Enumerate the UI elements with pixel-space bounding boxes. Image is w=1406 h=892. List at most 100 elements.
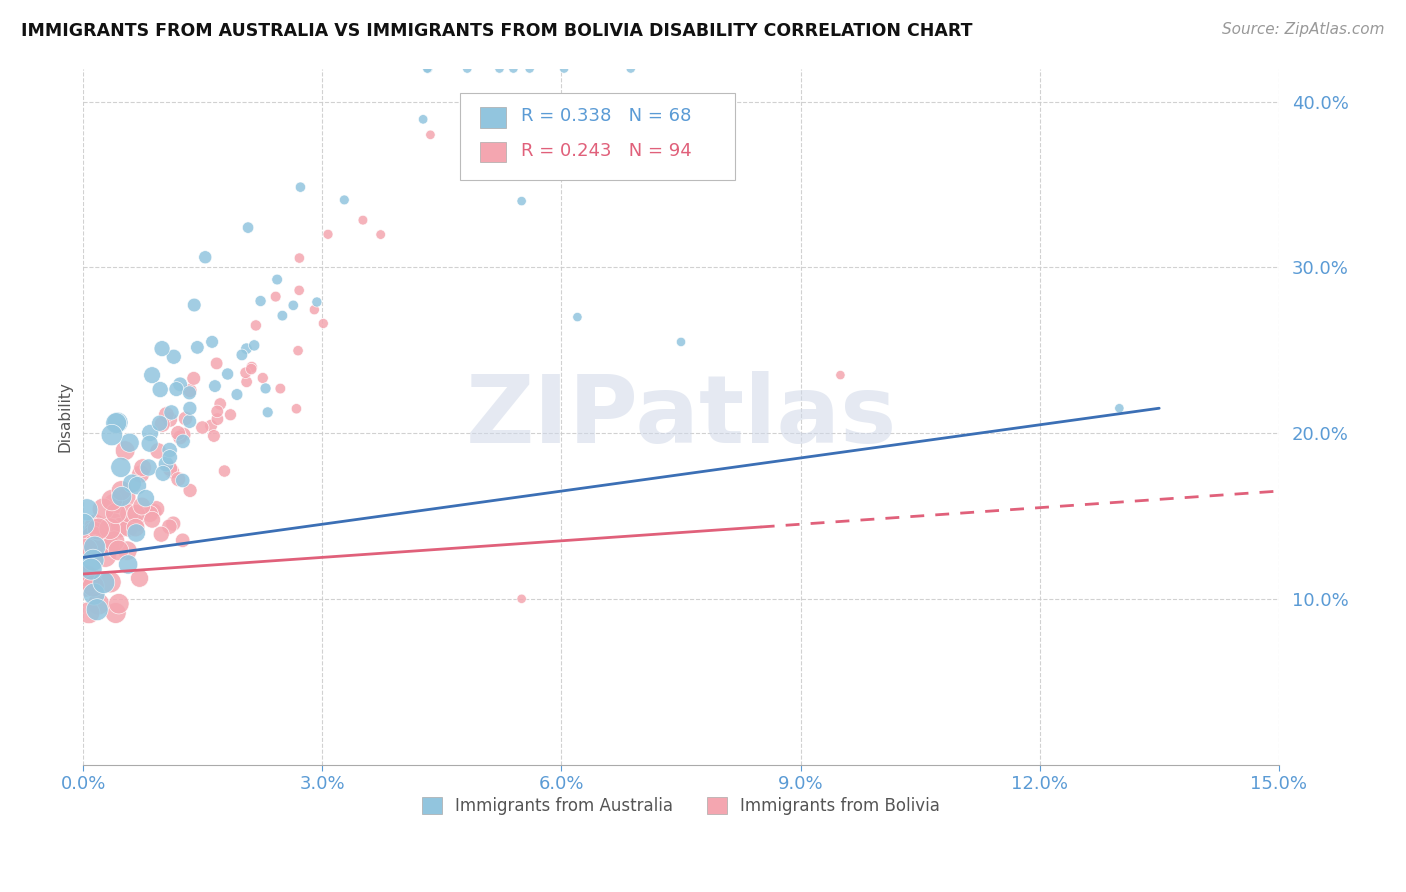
Point [127,478,149,492]
Point [519,62,541,76]
Point [179,483,201,498]
Point [118,435,141,450]
Point [214,464,236,478]
Point [77,606,100,620]
Point [75,570,97,584]
FancyBboxPatch shape [460,93,735,180]
Point [87,522,110,536]
Point [84,518,107,533]
Point [110,483,132,498]
Point [231,348,253,362]
Point [207,412,229,426]
Point [111,490,134,504]
Point [105,416,128,430]
Point [179,401,201,416]
Point [101,493,124,508]
Point [240,362,263,376]
Point [150,342,173,356]
Point [207,404,229,418]
Point [290,180,312,194]
Point [89,522,111,536]
Point [186,340,208,354]
Point [146,444,169,458]
Point [83,587,105,601]
Point [269,382,291,396]
Point [179,385,201,400]
Point [98,575,121,590]
Point [419,128,441,142]
Point [82,579,104,593]
Point [312,317,335,331]
Point [83,540,105,554]
Point [79,571,101,585]
Point [235,366,257,380]
Point [149,383,172,397]
Point [249,293,271,308]
Point [91,524,114,538]
Point [94,549,117,564]
Point [76,569,98,583]
Point [83,525,105,540]
Point [104,506,127,520]
Point [118,520,141,534]
Point [501,128,523,142]
Point [159,461,181,475]
Point [553,62,575,76]
Point [173,427,195,442]
Point [159,412,181,426]
Point [139,425,162,440]
Point [179,384,201,398]
Point [502,62,524,76]
Point [236,220,259,235]
Point [82,530,104,544]
Text: R = 0.338   N = 68: R = 0.338 N = 68 [520,107,692,125]
Point [235,375,257,389]
Point [245,318,267,333]
Point [412,112,434,127]
Point [179,414,201,428]
Point [159,443,181,458]
Bar [481,142,506,162]
Point [114,443,136,458]
Point [76,502,98,516]
Point [83,538,105,552]
Point [80,562,103,576]
Point [226,387,249,401]
Point [669,334,692,349]
Point [87,597,110,611]
Point [165,382,187,396]
Point [160,405,183,419]
Point [288,251,311,265]
Point [243,338,266,352]
Point [138,436,160,450]
Point [264,290,287,304]
Point [103,534,125,549]
Point [72,517,94,532]
Y-axis label: Disability: Disability [58,381,72,452]
Point [141,368,163,383]
Point [101,428,124,442]
Point [167,472,190,486]
Point [117,543,139,558]
Legend: Immigrants from Australia, Immigrants from Bolivia: Immigrants from Australia, Immigrants fr… [422,797,941,815]
Point [200,418,222,433]
Point [510,591,533,606]
Point [121,476,143,491]
Point [194,250,217,264]
Point [124,516,146,530]
Text: R = 0.243   N = 94: R = 0.243 N = 94 [520,142,692,160]
Point [108,521,131,535]
Point [128,571,150,585]
Point [76,542,98,557]
Point [172,533,194,548]
Point [288,284,311,298]
Point [124,520,146,534]
Point [159,450,181,465]
Point [129,467,152,481]
Point [115,490,138,504]
Point [110,460,132,475]
Point [235,342,257,356]
Point [205,356,228,370]
Point [93,575,115,590]
Point [169,430,191,444]
